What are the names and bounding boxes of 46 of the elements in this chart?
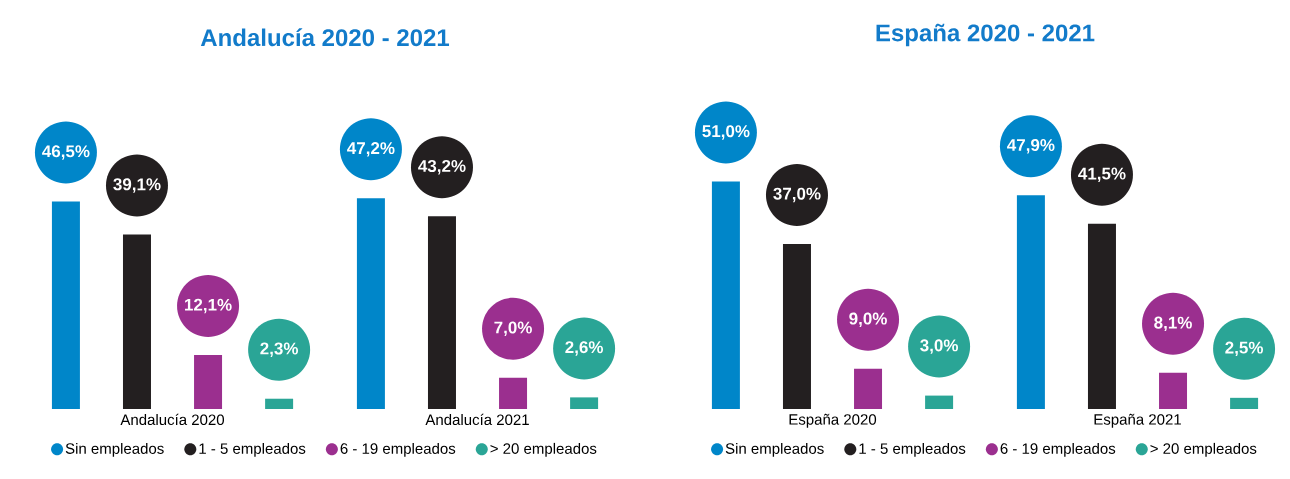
data-label: 2,6% (565, 341, 604, 356)
bar (1087, 223, 1116, 409)
data-label: 51,0% (702, 125, 750, 140)
x-tick-label: España 2021 (1094, 413, 1181, 428)
bar (711, 181, 740, 409)
legend-label: 6 - 19 empleados (1000, 442, 1116, 457)
bar (427, 216, 456, 409)
data-label: 47,9% (1007, 138, 1055, 154)
bar (925, 395, 954, 409)
data-label: 41,5% (1078, 167, 1126, 183)
data-label: 9,0% (849, 312, 887, 328)
x-tick-label: Andalucía 2020 (120, 413, 225, 426)
legend-label: > 20 empleados (490, 442, 597, 457)
data-label: 7,0% (494, 321, 532, 336)
bar (499, 377, 528, 409)
bar (854, 368, 883, 409)
data-label: 37,0% (773, 187, 821, 203)
bar (782, 243, 811, 409)
data-label: 12,1% (185, 298, 232, 314)
x-tick-label: Andalucía 2021 (425, 413, 529, 426)
data-label: 39,1% (113, 178, 161, 193)
bar (1016, 195, 1045, 409)
bar (570, 397, 599, 409)
legend-label: Sin empleados (65, 442, 164, 457)
bar (194, 354, 223, 409)
legend-label: Sin empleados (725, 442, 824, 457)
x-tick-label: España 2020 (789, 413, 877, 428)
legend-label: 1 - 5 empleados (859, 442, 966, 457)
bar (265, 398, 294, 409)
data-label: 3,0% (920, 339, 959, 354)
chart-title: Andalucía 2020 - 2021 (200, 28, 450, 47)
legend-label: > 20 empleados (1150, 442, 1257, 457)
legend-label: 6 - 19 empleados (340, 442, 456, 457)
chart-title: España 2020 - 2021 (876, 23, 1095, 47)
data-label: 8,1% (1154, 316, 1192, 332)
bar (356, 198, 385, 409)
bar (1230, 397, 1259, 409)
data-label: 2,3% (260, 342, 299, 357)
data-label: 43,2% (418, 159, 466, 175)
bar (51, 201, 80, 409)
bar (122, 234, 151, 409)
data-label: 46,5% (42, 145, 90, 160)
legend-label: 1 - 5 empleados (199, 442, 306, 457)
data-label: 2,5% (1225, 341, 1264, 357)
bar (1159, 372, 1188, 409)
data-label: 47,2% (347, 142, 395, 157)
